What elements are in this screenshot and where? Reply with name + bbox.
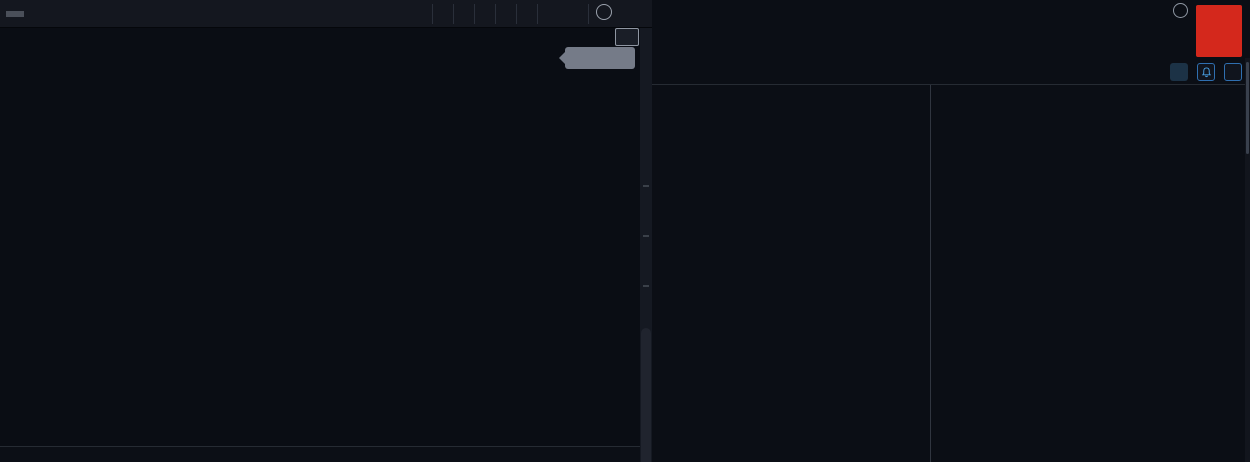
order-book-column bbox=[652, 85, 931, 462]
quote-panel bbox=[652, 0, 1250, 462]
collapse-handle[interactable] bbox=[641, 328, 651, 462]
security-name-block bbox=[1165, 2, 1188, 20]
last-price-flag bbox=[559, 47, 635, 69]
scrollbar[interactable] bbox=[1245, 58, 1250, 462]
indicator-strip bbox=[0, 446, 652, 462]
wp-badge[interactable] bbox=[615, 28, 639, 46]
add-icon[interactable] bbox=[1224, 63, 1242, 81]
scrollbar-thumb[interactable] bbox=[1246, 62, 1249, 154]
intraday-plot[interactable] bbox=[78, 48, 560, 420]
toolbar-item-f9[interactable] bbox=[432, 3, 453, 24]
help-icon[interactable] bbox=[588, 3, 618, 24]
toolbar-item-draw-line[interactable] bbox=[516, 3, 537, 24]
help-glyph bbox=[595, 3, 612, 20]
chart-header bbox=[0, 28, 652, 48]
chart-canvas bbox=[78, 48, 560, 420]
alert-bell-icon[interactable] bbox=[1197, 63, 1215, 81]
toolbar-item-tools[interactable] bbox=[537, 3, 558, 24]
quote-columns bbox=[652, 84, 1250, 462]
stats-column bbox=[931, 85, 1250, 462]
panel-collapse-strip[interactable] bbox=[640, 28, 652, 462]
tab-minute-chart[interactable] bbox=[6, 10, 24, 17]
info-icon[interactable] bbox=[1173, 3, 1188, 19]
intraday-chart-panel bbox=[0, 0, 652, 462]
toolbar-item-pre-post-market[interactable] bbox=[453, 3, 474, 24]
buy-button[interactable] bbox=[1196, 5, 1242, 57]
bell-glyph bbox=[1201, 66, 1211, 77]
toolbar-item-overlay[interactable] bbox=[474, 3, 495, 24]
chart-toolbar bbox=[0, 0, 652, 28]
toolbar-item-nine-turn[interactable] bbox=[495, 3, 516, 24]
tab-multi-day[interactable] bbox=[30, 11, 48, 17]
session-row bbox=[662, 60, 1242, 84]
time-axis bbox=[0, 420, 652, 446]
edit-icon[interactable] bbox=[1170, 63, 1188, 81]
